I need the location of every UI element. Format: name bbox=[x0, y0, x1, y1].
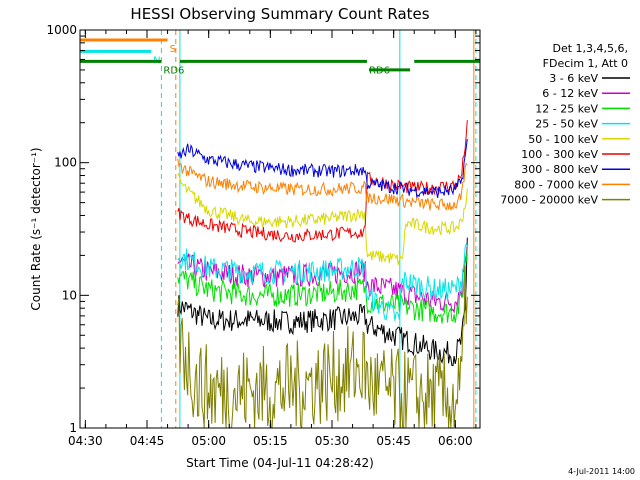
legend-entry-5: 50 - 100 keV bbox=[528, 133, 598, 146]
legend-entry-2: 6 - 12 keV bbox=[542, 87, 598, 100]
x-tick-label-4: 05:15 bbox=[253, 434, 288, 448]
x-tick-label-1: 04:30 bbox=[68, 434, 103, 448]
series-line-1 bbox=[177, 237, 468, 367]
legend-entry-3: 12 - 25 keV bbox=[535, 102, 598, 115]
x-tick-label-5: 05:30 bbox=[315, 434, 350, 448]
y-axis: 1 10 100 1000 bbox=[46, 23, 480, 435]
series-line-5 bbox=[177, 172, 468, 265]
series-line-8 bbox=[177, 158, 468, 211]
series-line-7 bbox=[177, 139, 468, 199]
annotation-label-1: S bbox=[170, 44, 176, 55]
y-tick-label-1: 1 bbox=[69, 421, 77, 435]
annotation-label-3: RD6 bbox=[163, 65, 184, 76]
footer-timestamp: 4-Jul-2011 14:00 bbox=[568, 467, 635, 476]
series-line-3 bbox=[177, 247, 468, 324]
legend-entry-7: 300 - 800 keV bbox=[521, 163, 598, 176]
legend-entry-6: 100 - 300 keV bbox=[521, 148, 598, 161]
x-axis: 04:30 04:45 05:00 05:15 05:30 05:45 06:00 bbox=[68, 30, 477, 448]
legend-entry-4: 25 - 50 keV bbox=[535, 118, 598, 131]
plot-frame bbox=[79, 29, 481, 429]
y-axis-label: Count Rate (s⁻¹ detector⁻¹) bbox=[29, 147, 43, 310]
x-tick-label-2: 04:45 bbox=[130, 434, 165, 448]
x-axis-label: Start Time (04-Jul-11 04:28:42) bbox=[186, 456, 374, 470]
series-line-4 bbox=[177, 242, 468, 321]
legend: Det 1,3,4,5,6, FDecim 1, Att 0 3 - 6 keV 6 … bbox=[500, 42, 630, 207]
plot-content: SNRD6RD6 bbox=[80, 30, 480, 429]
series-line-6 bbox=[177, 120, 468, 243]
y-tick-label-2: 10 bbox=[62, 288, 77, 302]
y-tick-label-3: 100 bbox=[54, 156, 77, 170]
legend-entry-8: 800 - 7000 keV bbox=[514, 178, 598, 191]
legend-entry-9: 7000 - 20000 keV bbox=[500, 194, 598, 207]
chart-title: HESSI Observing Summary Count Rates bbox=[130, 5, 429, 23]
x-tick-label-3: 05:00 bbox=[191, 434, 226, 448]
x-tick-label-7: 06:00 bbox=[438, 434, 473, 448]
legend-header-1: Det 1,3,4,5,6, bbox=[552, 42, 628, 55]
legend-entry-1: 3 - 6 keV bbox=[549, 72, 598, 85]
y-tick-label-4: 1000 bbox=[46, 23, 77, 37]
legend-header-2: FDecim 1, Att 0 bbox=[543, 57, 628, 70]
x-tick-label-6: 05:45 bbox=[376, 434, 411, 448]
